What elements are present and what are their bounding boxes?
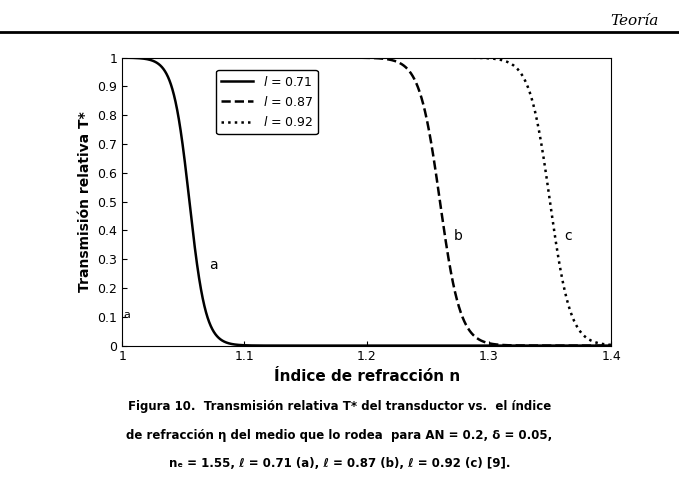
- Text: Teoría: Teoría: [610, 14, 659, 28]
- Text: nₑ = 1.55, ℓ = 0.71 (a), ℓ = 0.87 (b), ℓ = 0.92 (c) [9].: nₑ = 1.55, ℓ = 0.71 (a), ℓ = 0.87 (b), ℓ…: [169, 457, 510, 470]
- Text: a: a: [210, 258, 218, 272]
- Text: Figura 10.  Transmisión relativa T* del transductor vs.  el índice: Figura 10. Transmisión relativa T* del t…: [128, 400, 551, 413]
- Text: c: c: [564, 229, 572, 243]
- Y-axis label: Transmisión relativa T*: Transmisión relativa T*: [78, 111, 92, 292]
- Legend: $l$ = 0.71, $l$ = 0.87, $l$ = 0.92: $l$ = 0.71, $l$ = 0.87, $l$ = 0.92: [217, 70, 318, 134]
- Text: b: b: [454, 229, 463, 243]
- X-axis label: Índice de refracción n: Índice de refracción n: [274, 369, 460, 384]
- Text: de refracción η del medio que lo rodea  para AN = 0.2, δ = 0.05,: de refracción η del medio que lo rodea p…: [126, 429, 553, 442]
- Text: a: a: [124, 311, 130, 320]
